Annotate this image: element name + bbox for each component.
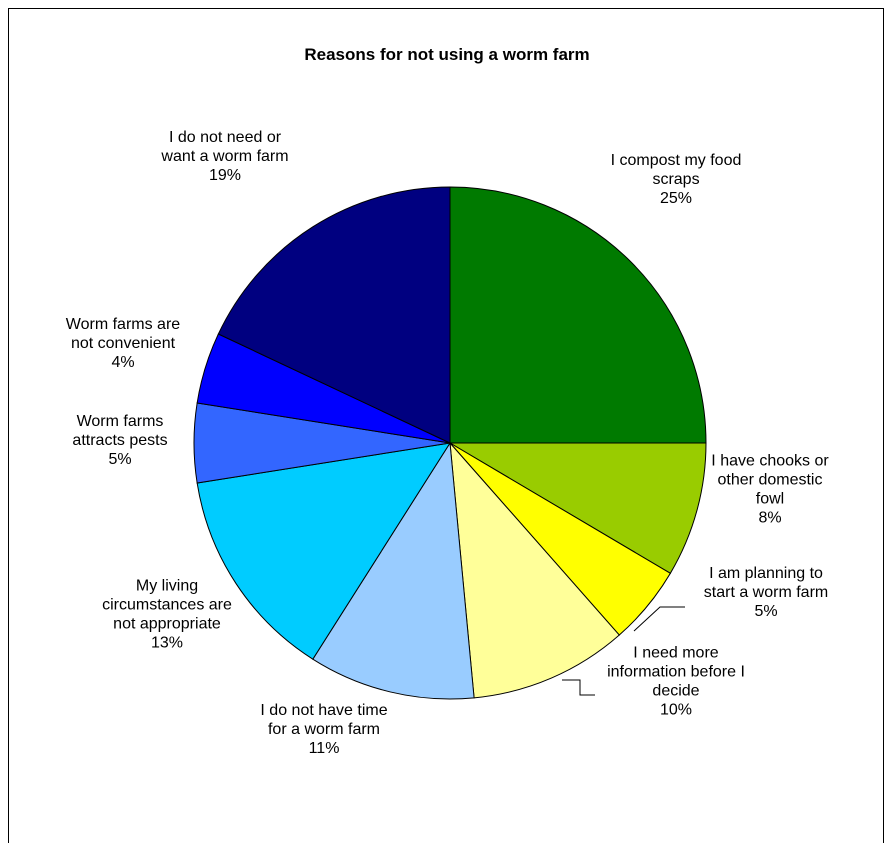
pie-slice [312,441,475,700]
slice-label: I compost my food scraps 25% [611,152,742,207]
pie-chart: I compost my food scraps 25% I have chooks … [66,129,830,757]
slice-percent: 19% [209,167,241,184]
pie-slice [196,442,452,660]
slice-label-line: My living [136,578,198,595]
slice-label-line: fowl [756,491,784,508]
slice-label-line: information before I [607,664,745,681]
slice-label-line: circumstances are [102,597,232,614]
slice-label-line: for a worm farm [268,721,380,738]
slice-label-line: scraps [652,171,699,188]
slice-label-line: Worm farms are [66,316,180,333]
pie-slice [449,441,621,699]
chart-area: Reasons for not using a worm farm I comp… [8,8,884,843]
slice-label-line: I do not need or [169,129,282,146]
slice-label-line: Worm farms [77,413,164,430]
slice-percent: 5% [754,603,777,620]
pie-slice [449,186,707,444]
slice-label-line: not appropriate [113,616,221,633]
slice-label-line: I am planning to [709,565,823,582]
slice-percent: 13% [151,635,183,652]
slice-label-line: start a worm farm [704,584,828,601]
slice-label: I need more information before I decide 10% [607,645,745,719]
slice-label-line: I need more [633,645,718,662]
slice-label: My living circumstances are not appropriat… [102,578,232,652]
slice-percent: 8% [758,510,781,527]
slice-label-line: want a worm farm [160,148,288,165]
slice-percent: 5% [108,451,131,468]
slice-percent: 4% [111,354,134,371]
slice-label: I am planning to start a worm farm 5% [704,565,828,620]
chart-title: Reasons for not using a worm farm [304,45,590,64]
slice-label: Worm farms attracts pests 5% [72,413,167,468]
slice-label-line: I have chooks or [711,453,829,470]
pie-slice [217,186,451,444]
slice-label-line: I do not have time [260,702,387,719]
slice-label-line: not convenient [71,335,176,352]
slice-label: I do not need or want a worm farm 19% [160,129,288,184]
slice-label-line: I compost my food [611,152,742,169]
slice-percent: 10% [660,702,692,719]
slice-label: I have chooks or other domestic fowl 8% [711,453,829,527]
pie-slice [448,442,707,574]
slice-label-line: decide [652,683,699,700]
leader-line [633,606,685,632]
slice-percent: 25% [660,190,692,207]
slice-label-line: attracts pests [72,432,167,449]
slice-label-line: other domestic [718,472,823,489]
leader-line [562,679,595,696]
slice-label: I do not have time for a worm farm 11% [260,702,387,757]
slice-label: Worm farms are not convenient 4% [66,316,180,371]
slice-percent: 11% [309,740,340,757]
